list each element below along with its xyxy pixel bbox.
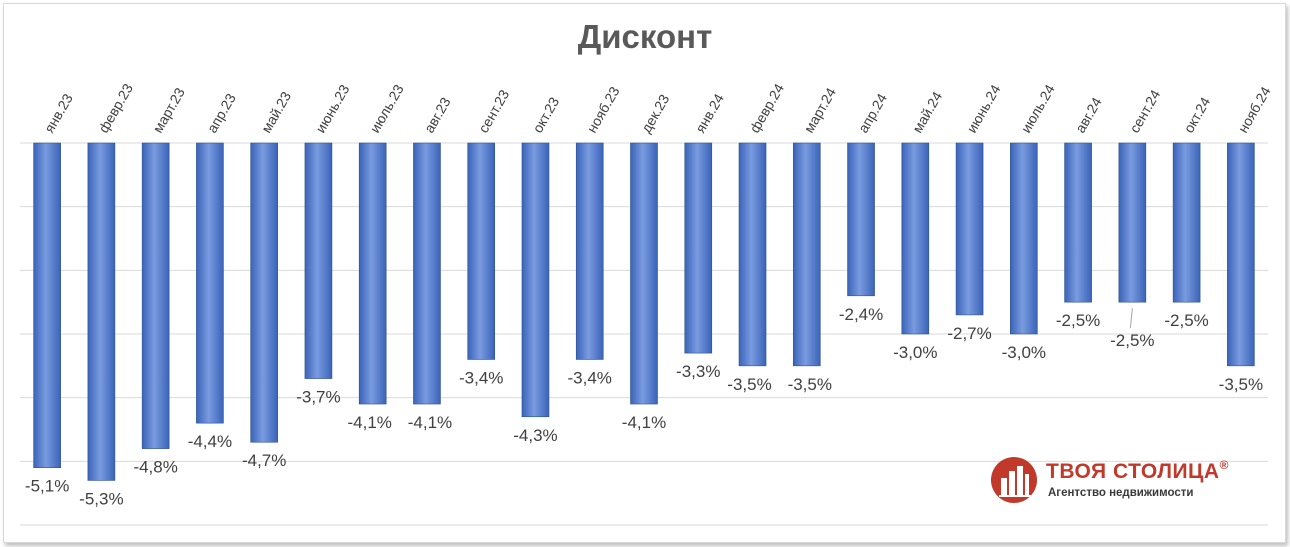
category-label: июль.24: [1018, 81, 1058, 135]
value-label: -5,1%: [25, 477, 69, 496]
value-label: -3,7%: [296, 388, 340, 407]
bar-21: [1118, 142, 1147, 303]
value-labels: -5,1% -5,3% -4,8% -4,4% -4,7% -3,7% -4,1% -4,1%…: [25, 305, 1263, 509]
category-label: март.23: [149, 85, 188, 136]
value-label: -4,8%: [133, 458, 177, 477]
bar-4: [196, 142, 224, 424]
logo-building-icon: [991, 457, 1037, 503]
category-label: апр.23: [204, 90, 239, 135]
value-label: -3,5%: [727, 375, 771, 394]
bar-11: [575, 142, 604, 360]
bar-3: [141, 142, 170, 449]
category-label: авг.24: [1072, 94, 1105, 135]
category-label: май.23: [258, 89, 294, 136]
bar-9: [467, 142, 496, 360]
bar-22: [1172, 142, 1201, 303]
value-label: -2,7%: [947, 324, 991, 343]
bar-19: [1010, 142, 1038, 335]
company-logo: ТВОЯ СТОЛИЦА® Агентство недвижимости: [990, 456, 1250, 504]
value-label: -2,5%: [1110, 331, 1154, 350]
bar-13: [684, 142, 713, 354]
category-label: сент.23: [475, 87, 512, 136]
value-leader-line: [1129, 308, 1133, 329]
category-label: янв.24: [692, 91, 727, 136]
category-label: февр.24: [746, 81, 787, 136]
value-label: -4,3%: [513, 426, 557, 445]
category-label: март.24: [801, 85, 840, 136]
value-label: -2,4%: [839, 305, 883, 324]
category-label: окт.24: [1180, 94, 1213, 135]
bar-6: [304, 142, 333, 379]
bar-14: [738, 142, 767, 367]
value-label: -3,4%: [568, 368, 612, 387]
value-label: -2,5%: [1164, 311, 1208, 330]
value-label: -4,1%: [347, 413, 391, 432]
category-label: янв.23: [41, 91, 76, 136]
category-label: нояб.24: [1235, 84, 1274, 136]
registered-mark: ®: [1219, 458, 1229, 472]
category-label: июль.23: [366, 81, 406, 135]
bars: [33, 142, 1255, 481]
value-label: -4,4%: [188, 432, 232, 451]
category-label: окт.23: [529, 94, 562, 135]
value-label: -4,7%: [242, 451, 286, 470]
category-label: нояб.23: [583, 84, 622, 136]
bar-18: [955, 142, 984, 316]
value-label: -3,0%: [893, 343, 937, 362]
value-label: -4,1%: [622, 413, 666, 432]
bar-12: [630, 142, 658, 405]
chart-title: Дисконт: [577, 18, 713, 55]
category-label: февр.23: [95, 81, 136, 136]
bar-5: [250, 142, 278, 443]
bar-10: [521, 142, 550, 418]
bar-15: [792, 142, 821, 367]
bar-1: [33, 142, 61, 469]
value-label: -3,5%: [788, 375, 832, 394]
category-labels: янв.23 февр.23 март.23 апр.23 май.23 июнь.23 и…: [41, 81, 1274, 136]
category-label: апр.24: [855, 90, 890, 135]
logo-name: ТВОЯ СТОЛИЦА®: [1046, 458, 1229, 483]
bar-17: [901, 142, 930, 335]
category-label: июнь.23: [312, 82, 352, 136]
logo-subtitle: Агентство недвижимости: [1048, 487, 1194, 499]
bar-8: [413, 142, 441, 405]
value-label: -5,3%: [79, 489, 123, 508]
category-label: дек.23: [638, 91, 673, 135]
value-label: -2,5%: [1056, 311, 1100, 330]
value-label: -3,5%: [1219, 375, 1263, 394]
bar-16: [847, 142, 875, 297]
category-label: июнь.24: [963, 82, 1003, 136]
bar-20: [1064, 142, 1092, 303]
category-label: сент.24: [1126, 87, 1163, 136]
value-label: -3,0%: [1002, 343, 1046, 362]
bar-2: [87, 142, 116, 481]
bar-23: [1227, 142, 1255, 367]
category-label: авг.23: [421, 94, 454, 135]
bar-7: [358, 142, 387, 405]
value-label: -4,1%: [408, 413, 452, 432]
value-label: -3,3%: [676, 362, 720, 381]
category-label: май.24: [909, 89, 945, 136]
value-label: -3,4%: [459, 368, 503, 387]
